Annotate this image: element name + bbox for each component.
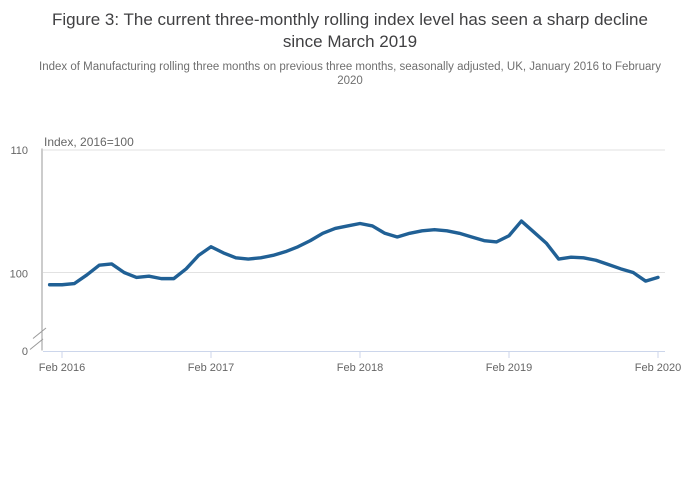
y-tick-label-100: 100: [10, 269, 28, 281]
axis-break-icon: [32, 327, 47, 339]
chart-subtitle: Index of Manufacturing rolling three mon…: [39, 61, 661, 87]
axis-break-icon: [29, 338, 44, 350]
x-tick-label-feb-2016: Feb 2016: [39, 362, 85, 374]
x-tick-label-feb-2020: Feb 2020: [635, 362, 681, 374]
y-axis-title: Index, 2016=100: [44, 135, 134, 149]
x-tick-label-feb-2017: Feb 2017: [188, 362, 234, 374]
y-tick-label-110: 110: [10, 145, 28, 157]
chart-title: Figure 3: The current three-monthly roll…: [52, 10, 648, 51]
series-line: [47, 219, 660, 287]
x-tick-label-feb-2019: Feb 2019: [486, 362, 532, 374]
y-tick-label-0: 0: [22, 346, 28, 358]
x-tick-label-feb-2018: Feb 2018: [337, 362, 383, 374]
